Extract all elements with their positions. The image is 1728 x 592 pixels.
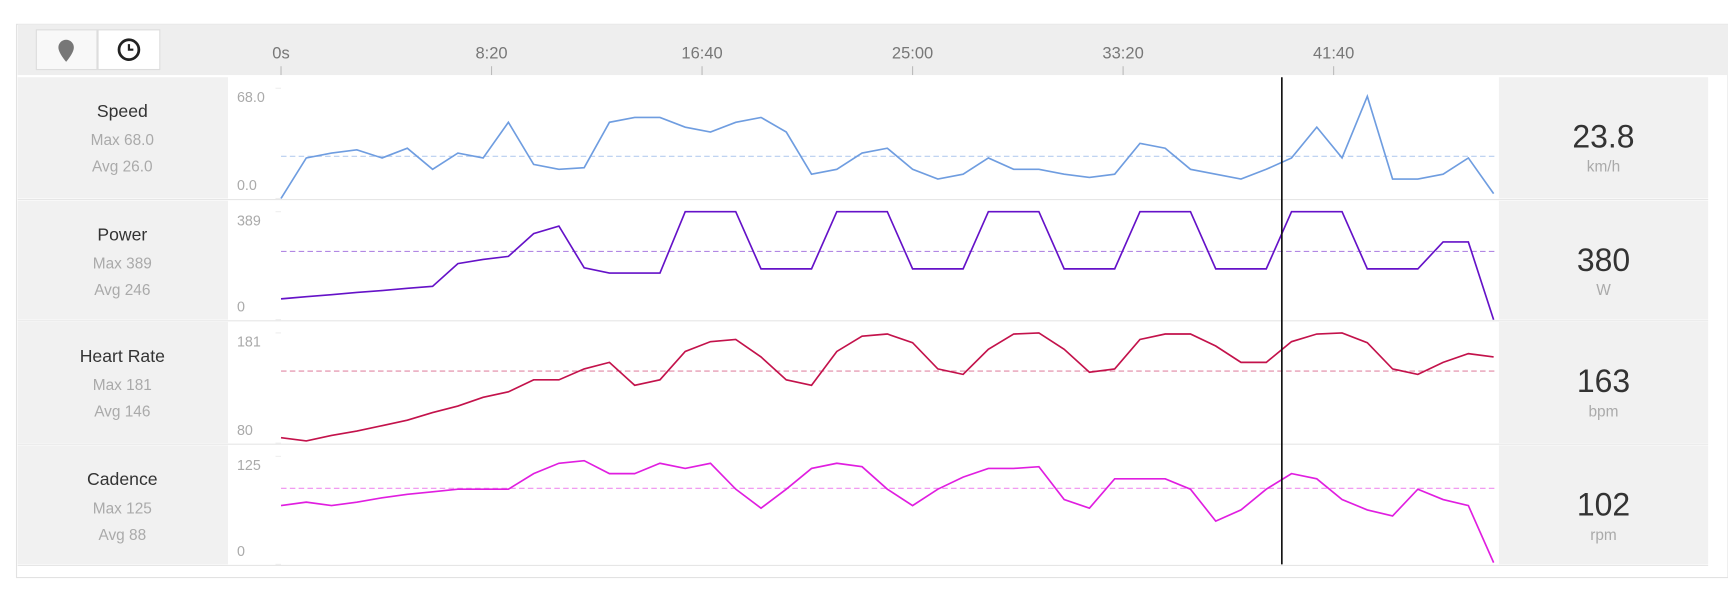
readout-unit: km/h xyxy=(1587,159,1620,176)
x-tick-label: 0s xyxy=(272,43,289,62)
series-line xyxy=(280,210,1495,320)
metric-title: Heart Rate xyxy=(80,346,165,366)
readout-value: 163 xyxy=(1577,363,1630,399)
metric-title: Speed xyxy=(97,101,148,121)
series-line xyxy=(280,93,1495,199)
y-tick-label: 68.0 xyxy=(237,90,265,106)
readout-unit: rpm xyxy=(1590,527,1617,544)
header-bar xyxy=(17,24,1728,76)
x-tick-label: 16:40 xyxy=(681,43,722,62)
metric-avg: Avg 146 xyxy=(94,403,150,420)
plot-bg xyxy=(228,445,1499,565)
map-icon xyxy=(58,39,74,62)
metric-avg: Avg 26.0 xyxy=(92,159,153,176)
x-tick-label: 41:40 xyxy=(1313,43,1354,62)
readout-bg xyxy=(1498,321,1709,444)
readout-bg xyxy=(1498,200,1709,320)
plot-bg xyxy=(228,321,1499,444)
series-line xyxy=(280,332,1494,442)
readout-value: 380 xyxy=(1577,242,1630,278)
readout-unit: W xyxy=(1596,282,1611,299)
panel-bg xyxy=(17,200,229,320)
x-tick-label: 25:00 xyxy=(892,43,933,62)
panel-bg xyxy=(17,445,229,565)
panel-bg xyxy=(17,321,229,444)
metric-max: Max 389 xyxy=(93,256,152,273)
y-tick-label: 80 xyxy=(237,423,253,439)
metric-title: Power xyxy=(97,225,147,245)
y-tick-label: 389 xyxy=(237,213,261,229)
x-tick-label: 33:20 xyxy=(1102,43,1143,62)
metric-avg: Avg 246 xyxy=(94,282,150,299)
panel-bg xyxy=(17,77,229,199)
metric-max: Max 68.0 xyxy=(91,132,154,149)
readout-value: 23.8 xyxy=(1572,118,1634,154)
readout-unit: bpm xyxy=(1588,403,1618,420)
readout-bg xyxy=(1498,445,1709,565)
y-tick-label: 0 xyxy=(237,299,245,315)
plot-bg xyxy=(228,200,1499,320)
x-tick-label: 8:20 xyxy=(475,43,507,62)
readout-bg xyxy=(1498,77,1709,199)
metric-title: Cadence xyxy=(87,469,158,489)
clock-icon xyxy=(117,38,141,61)
y-tick-label: 0 xyxy=(237,544,245,560)
y-tick-label: 0.0 xyxy=(237,178,257,194)
panels: 0s 8:20 16:40 25:00 33:20 41:40 Speed Max 68.0 A… xyxy=(17,43,1709,566)
metric-max: Max 125 xyxy=(93,500,152,517)
metric-avg: Avg 88 xyxy=(98,527,146,544)
clock-hands xyxy=(127,44,134,51)
metric-max: Max 181 xyxy=(93,377,152,394)
y-tick-label: 125 xyxy=(237,458,261,474)
y-tick-label: 181 xyxy=(237,335,261,351)
readout-value: 102 xyxy=(1577,486,1630,522)
series-line xyxy=(280,459,1495,563)
plot-bg xyxy=(228,77,1499,199)
